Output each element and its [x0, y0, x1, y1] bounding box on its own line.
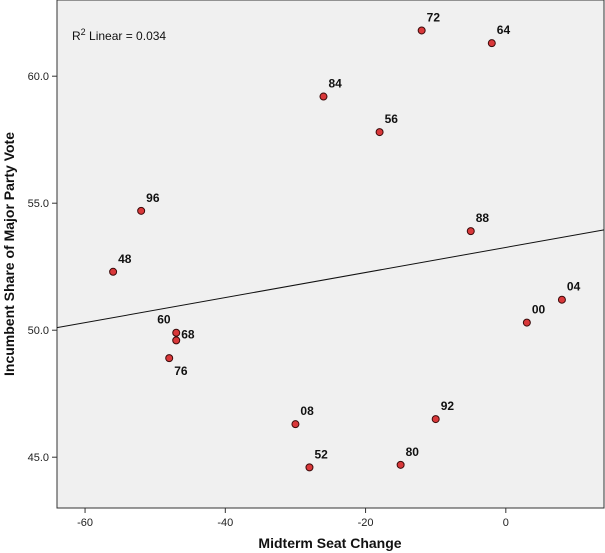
data-point-label: 80: [406, 445, 420, 459]
y-tick-label: 60.0: [28, 71, 49, 83]
data-point-label: 48: [118, 252, 132, 266]
data-point: [137, 206, 146, 215]
data-point-label: 00: [532, 303, 546, 317]
r-linear-value: Linear = 0.034: [86, 29, 167, 43]
r-symbol: R: [72, 29, 81, 43]
data-point-label: 96: [146, 191, 160, 205]
data-point: [109, 267, 118, 276]
data-point: [172, 336, 181, 345]
data-point: [172, 328, 181, 337]
data-point: [319, 92, 328, 101]
fit-line-layer: [56, 229, 605, 329]
data-point: [417, 26, 426, 35]
data-point: [165, 354, 174, 363]
y-axis: 45.0 50.0 55.0 60.0: [28, 71, 57, 464]
r-superscript: 2: [81, 27, 86, 37]
data-point-label: 72: [427, 10, 441, 24]
data-point: [466, 227, 475, 236]
y-axis-title: Incumbent Share of Major Party Vote: [1, 132, 17, 376]
data-point: [375, 128, 384, 137]
data-point-label: 76: [174, 364, 188, 378]
x-axis: -60 -40 -20 0: [77, 508, 509, 529]
data-point: [291, 420, 300, 429]
data-point: [487, 39, 496, 48]
data-point-label: 56: [385, 112, 399, 126]
r-squared-annotation: R2 Linear = 0.034: [72, 27, 166, 43]
linear-fit-line: [56, 229, 605, 329]
data-point: [431, 415, 440, 424]
y-tick-label: 45.0: [28, 452, 49, 464]
data-point-label: 84: [328, 77, 342, 91]
plot-area: [56, 0, 605, 509]
data-point: [522, 318, 531, 327]
data-point-label: 88: [476, 211, 490, 225]
x-tick-label: 0: [503, 517, 509, 529]
x-axis-title: Midterm Seat Change: [258, 535, 401, 551]
x-tick-label: -20: [358, 517, 374, 529]
data-point-label: 92: [441, 399, 455, 413]
x-tick-label: -60: [77, 517, 93, 529]
data-point-label: 08: [300, 404, 314, 418]
x-tick-label: -40: [217, 517, 233, 529]
y-tick-label: 55.0: [28, 198, 49, 210]
data-point-label: 52: [314, 447, 328, 461]
data-point: [305, 463, 314, 472]
data-point-label: 64: [497, 23, 511, 37]
data-point-label: 04: [567, 280, 581, 294]
points-layer: 72 64 84 56 96 88 48 04 00 60 68 76 92 08 80 52: [109, 10, 581, 472]
data-point-label: 68: [181, 327, 195, 341]
y-tick-label: 50.0: [28, 325, 49, 337]
data-point-label: 60: [157, 313, 171, 327]
data-point: [396, 460, 405, 469]
data-point: [557, 295, 566, 304]
